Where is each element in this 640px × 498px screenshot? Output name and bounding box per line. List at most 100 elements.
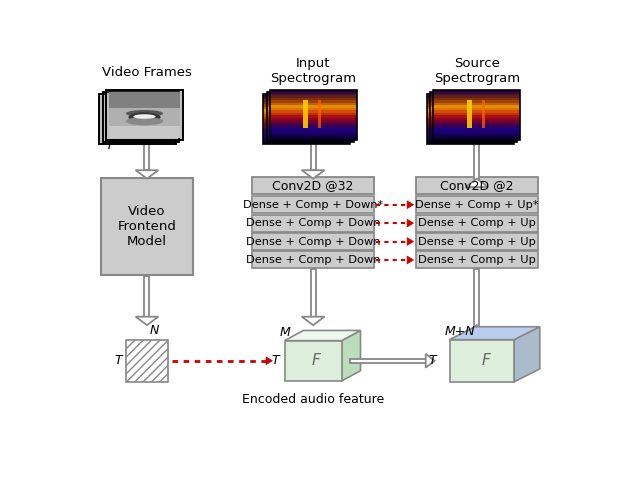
Bar	[267, 92, 353, 142]
Bar	[263, 141, 350, 144]
Bar	[109, 92, 180, 138]
Bar	[267, 130, 353, 132]
Bar	[427, 124, 514, 126]
Bar	[350, 359, 426, 363]
Bar	[474, 140, 479, 187]
Bar	[315, 102, 318, 130]
Bar	[427, 119, 514, 122]
Bar	[433, 113, 520, 116]
Bar	[431, 125, 517, 127]
Polygon shape	[301, 170, 324, 179]
Bar	[269, 93, 356, 96]
Bar	[263, 129, 350, 131]
Bar	[269, 121, 356, 123]
Bar	[267, 132, 353, 135]
Bar	[433, 118, 520, 121]
Bar	[431, 95, 517, 97]
Bar	[106, 91, 183, 140]
Bar	[433, 130, 520, 133]
Bar	[263, 119, 350, 122]
Bar	[433, 111, 520, 113]
Bar	[460, 104, 465, 131]
Bar	[269, 123, 356, 125]
Text: F: F	[481, 353, 490, 369]
Bar	[267, 115, 353, 117]
Bar	[433, 93, 520, 96]
Bar	[269, 91, 356, 93]
Bar	[269, 108, 356, 111]
Bar	[427, 126, 514, 129]
Bar	[431, 115, 517, 117]
Bar	[106, 91, 183, 140]
Text: Dense + Comp + Down: Dense + Comp + Down	[246, 218, 380, 228]
Bar	[433, 128, 520, 130]
Bar	[263, 94, 350, 97]
Bar	[285, 341, 342, 381]
Bar	[267, 92, 353, 95]
Text: M+N: M+N	[445, 325, 475, 338]
Bar	[433, 116, 520, 118]
Bar	[252, 196, 374, 213]
Bar	[427, 131, 514, 134]
Bar	[433, 133, 520, 135]
Polygon shape	[407, 219, 413, 227]
Bar	[427, 134, 514, 136]
Bar	[263, 126, 350, 129]
Bar	[263, 112, 350, 114]
Bar	[101, 178, 193, 275]
Polygon shape	[426, 354, 435, 368]
Bar	[102, 92, 179, 142]
Bar	[269, 130, 356, 133]
Bar	[431, 137, 517, 140]
Bar	[269, 101, 356, 103]
Bar	[269, 116, 356, 118]
Bar	[431, 110, 517, 112]
Text: Input
Spectrogram: Input Spectrogram	[270, 57, 356, 85]
Text: Dense + Comp + Up: Dense + Comp + Up	[418, 218, 536, 228]
Bar	[427, 114, 514, 117]
Bar	[263, 102, 350, 104]
Bar	[263, 94, 350, 144]
Bar	[427, 94, 514, 144]
Bar	[310, 269, 316, 317]
Bar	[433, 125, 520, 128]
Bar	[433, 138, 520, 140]
Bar	[449, 340, 514, 382]
Bar	[267, 97, 353, 100]
Bar	[269, 135, 356, 138]
Bar	[267, 107, 353, 110]
Bar	[303, 101, 308, 128]
Bar	[263, 104, 350, 107]
Polygon shape	[407, 256, 413, 264]
Bar	[433, 103, 520, 106]
Bar	[467, 101, 472, 128]
Bar	[433, 108, 520, 111]
Text: Dense + Comp + Down: Dense + Comp + Down	[246, 255, 380, 265]
Text: Conv2D @2: Conv2D @2	[440, 179, 513, 192]
Text: Dense + Comp + Up*: Dense + Comp + Up*	[415, 200, 538, 210]
Bar	[267, 135, 353, 137]
Bar	[416, 251, 538, 268]
Bar	[431, 140, 517, 142]
Bar	[427, 109, 514, 112]
Bar	[263, 117, 350, 119]
Bar	[416, 196, 538, 213]
Bar	[145, 276, 150, 317]
Bar	[263, 97, 350, 99]
Ellipse shape	[126, 110, 163, 117]
Bar	[431, 120, 517, 123]
Bar	[433, 123, 520, 125]
Bar	[433, 91, 520, 93]
Bar	[263, 107, 350, 109]
Bar	[431, 97, 517, 100]
Ellipse shape	[126, 117, 163, 125]
Bar	[252, 177, 374, 194]
Bar	[267, 120, 353, 123]
Bar	[427, 112, 514, 114]
Bar	[431, 100, 517, 102]
Bar	[267, 105, 353, 107]
Bar	[263, 109, 350, 112]
Bar	[427, 102, 514, 104]
Text: T: T	[115, 354, 122, 368]
Text: Dense + Comp + Up: Dense + Comp + Up	[418, 237, 536, 247]
